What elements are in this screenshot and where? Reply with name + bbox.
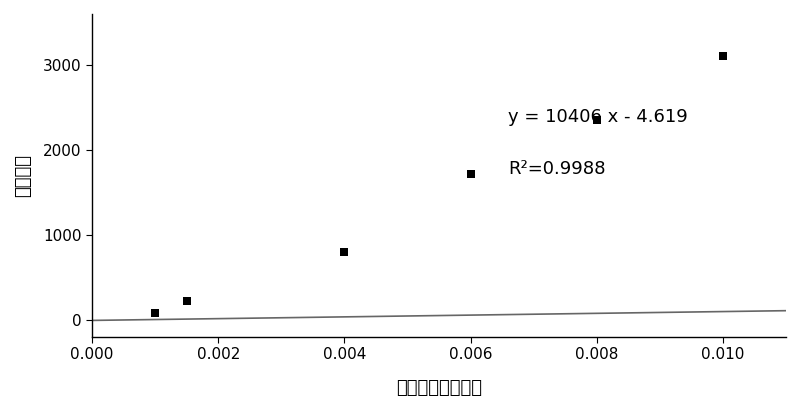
Point bbox=[464, 171, 477, 177]
Point bbox=[590, 117, 603, 123]
X-axis label: 阳性血清梯度稀释: 阳性血清梯度稀释 bbox=[396, 379, 482, 397]
Y-axis label: 发光强度: 发光强度 bbox=[14, 154, 32, 197]
Text: y = 10406 x - 4.619: y = 10406 x - 4.619 bbox=[509, 108, 688, 126]
Point bbox=[149, 310, 162, 316]
Point bbox=[180, 298, 193, 305]
Point bbox=[338, 249, 351, 255]
Text: R²=0.9988: R²=0.9988 bbox=[509, 160, 606, 178]
Point bbox=[717, 53, 730, 60]
